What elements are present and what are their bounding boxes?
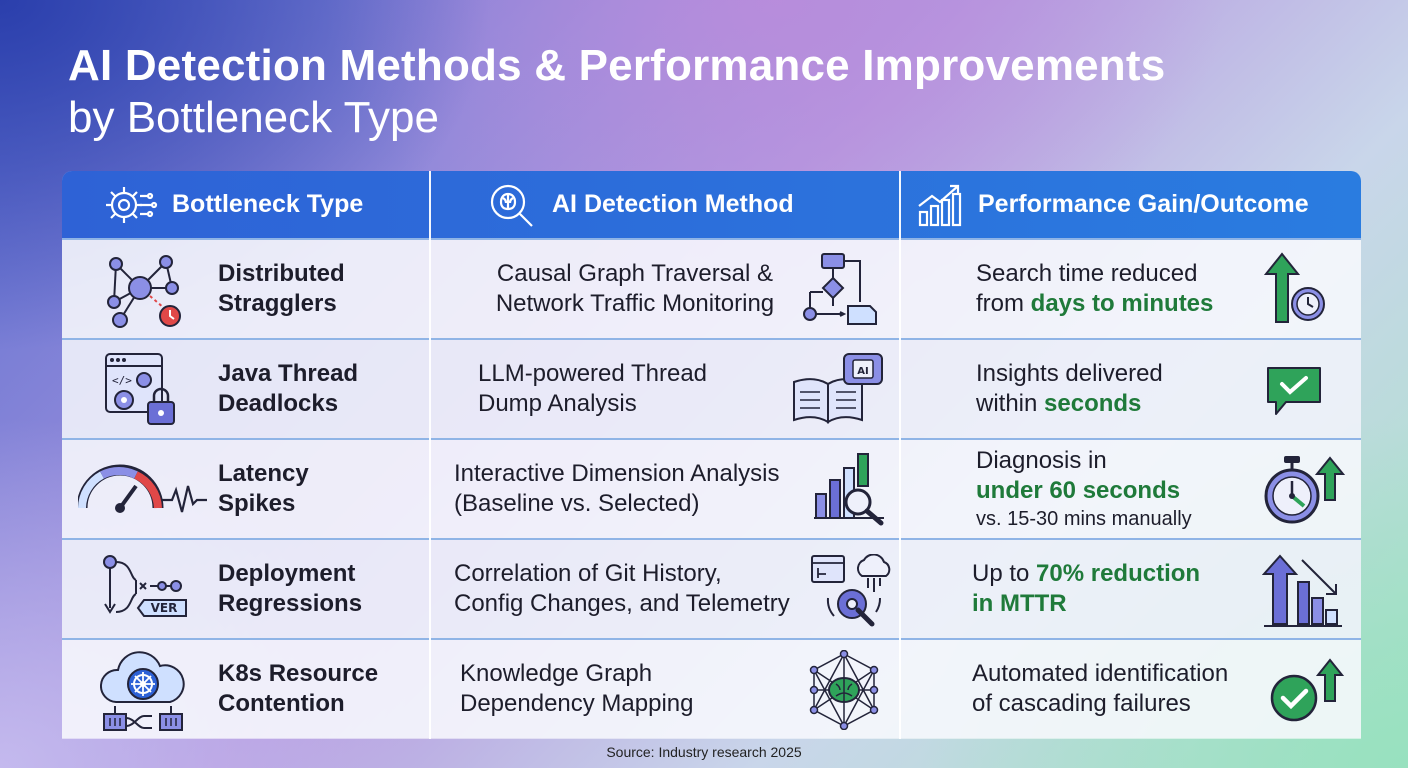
source-note: Source: Industry research 2025 (606, 744, 802, 760)
brain-network-icon (809, 650, 879, 730)
brain-magnifier-icon (490, 184, 533, 227)
svg-text:</>: </> (112, 374, 132, 387)
table-header: Bottleneck Type AI Detection Method (62, 171, 1361, 238)
gain-line3: vs. 15-30 mins manually (976, 508, 1192, 530)
method-line1: Interactive Dimension Analysis (454, 460, 780, 487)
method-line2: (Baseline vs. Selected) (454, 490, 700, 517)
flowchart-icon (803, 253, 877, 325)
method-line1: Causal Graph Traversal & (496, 260, 774, 287)
gear-circuit-icon (106, 186, 158, 223)
stopwatch-arrow-icon (1264, 456, 1346, 524)
bottleneck-type-line2: Regressions (218, 590, 363, 617)
gain-line1: Search time reduced (976, 260, 1198, 287)
bottleneck-type-line2: Contention (218, 690, 345, 717)
header-gain: Performance Gain/Outcome (916, 171, 1309, 238)
comparison-table: Bottleneck Type AI Detection Method (62, 171, 1361, 739)
gain-highlight: seconds (1044, 390, 1142, 417)
method-line1: LLM-powered Thread (478, 360, 708, 387)
kubernetes-cloud-icon (100, 651, 185, 731)
bottleneck-type-line1: Java Thread (218, 360, 359, 387)
gauge-pulse-icon (78, 464, 207, 513)
gain-highlight: under 60 seconds (976, 477, 1181, 504)
bars-magnifier-icon (814, 453, 884, 526)
gain-prefix: from (976, 290, 1031, 317)
gain-line2: of cascading failures (972, 690, 1191, 717)
header-gain-label: Performance Gain/Outcome (978, 190, 1309, 218)
chat-check-icon (1267, 367, 1321, 415)
arrow-up-clock-icon (1263, 252, 1325, 323)
header-bottleneck-label: Bottleneck Type (172, 190, 364, 218)
bars-down-arrow-icon (1262, 554, 1342, 627)
method-line1: Correlation of Git History, (454, 560, 722, 587)
bottleneck-type-line1: K8s Resource (218, 660, 379, 687)
gain-highlight: 70% reduction (1036, 560, 1201, 587)
ai-chip-label: AI (857, 366, 868, 377)
table-row: </> Java Thread Deadlocks LLM-powered Th… (62, 338, 1361, 438)
header-bottleneck: Bottleneck Type (102, 171, 363, 238)
method-line2: Dump Analysis (478, 390, 637, 417)
column-divider (429, 171, 431, 739)
table-row: Latency Spikes Interactive Dimension Ana… (62, 438, 1361, 538)
bottleneck-type-line2: Deadlocks (218, 390, 339, 417)
page-subtitle: by Bottleneck Type (68, 93, 439, 142)
code-window-lock-icon: </> (105, 353, 175, 425)
gain-highlight-line2: in MTTR (972, 590, 1067, 617)
bottleneck-type-line1: Latency (218, 460, 309, 487)
gain-line1: Automated identification (972, 660, 1229, 687)
version-tag-label: VER (151, 601, 178, 615)
gain-prefix: Up to (972, 560, 1037, 587)
table-row: K8s Resource Contention Knowledge Graph … (62, 638, 1361, 738)
method-line2: Config Changes, and Telemetry (454, 590, 790, 617)
method-line2: Network Traffic Monitoring (495, 290, 775, 317)
page-title: AI Detection Methods & Performance Impro… (68, 41, 1166, 90)
gain-highlight: days to minutes (1030, 290, 1214, 317)
table-row: VER Deployment Regressions Correlation o… (62, 538, 1361, 638)
gain-line1: Diagnosis in (976, 447, 1107, 474)
check-circle-arrow-icon (1270, 658, 1344, 722)
gain-line1: Insights delivered (976, 360, 1163, 387)
bottleneck-type-line2: Stragglers (218, 290, 337, 317)
git-branch-version-icon: VER (103, 555, 187, 617)
bottleneck-type-line2: Spikes (218, 490, 296, 517)
bottleneck-type-line1: Distributed (218, 260, 345, 287)
bar-chart-arrow-icon (918, 184, 962, 226)
bottleneck-type-line1: Deployment (218, 560, 356, 587)
column-divider (899, 171, 901, 739)
method-line2: Dependency Mapping (460, 690, 694, 717)
method-line1: Knowledge Graph (460, 660, 653, 687)
gain-prefix: within (976, 390, 1045, 417)
header-method: AI Detection Method (486, 171, 794, 238)
network-nodes-clock-icon (107, 255, 181, 328)
header-method-label: AI Detection Method (552, 190, 794, 218)
table-row: Distributed Stragglers Causal Graph Trav… (62, 238, 1361, 338)
book-ai-chip-icon: AI (793, 353, 883, 424)
window-cloud-gear-icon (811, 554, 891, 627)
